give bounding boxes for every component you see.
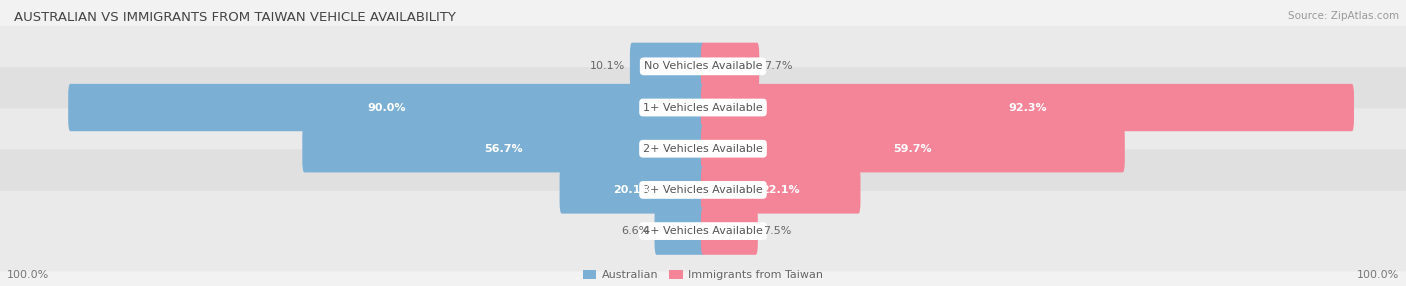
Text: 2+ Vehicles Available: 2+ Vehicles Available xyxy=(643,144,763,154)
FancyBboxPatch shape xyxy=(700,84,1354,131)
FancyBboxPatch shape xyxy=(700,43,759,90)
Text: 100.0%: 100.0% xyxy=(1357,270,1399,279)
FancyBboxPatch shape xyxy=(0,108,1406,189)
Text: No Vehicles Available: No Vehicles Available xyxy=(644,61,762,71)
Text: 1+ Vehicles Available: 1+ Vehicles Available xyxy=(643,103,763,112)
Text: 3+ Vehicles Available: 3+ Vehicles Available xyxy=(643,185,763,195)
FancyBboxPatch shape xyxy=(700,166,860,214)
Text: 7.5%: 7.5% xyxy=(762,226,792,236)
FancyBboxPatch shape xyxy=(560,166,706,214)
Text: 100.0%: 100.0% xyxy=(7,270,49,279)
FancyBboxPatch shape xyxy=(700,125,1125,172)
Text: 7.7%: 7.7% xyxy=(765,61,793,71)
FancyBboxPatch shape xyxy=(0,26,1406,107)
Text: Source: ZipAtlas.com: Source: ZipAtlas.com xyxy=(1288,11,1399,21)
Legend: Australian, Immigrants from Taiwan: Australian, Immigrants from Taiwan xyxy=(582,270,824,281)
FancyBboxPatch shape xyxy=(0,150,1406,230)
FancyBboxPatch shape xyxy=(655,207,706,255)
FancyBboxPatch shape xyxy=(700,207,758,255)
FancyBboxPatch shape xyxy=(69,84,704,131)
Text: 6.6%: 6.6% xyxy=(621,226,650,236)
Text: 56.7%: 56.7% xyxy=(485,144,523,154)
Text: 59.7%: 59.7% xyxy=(894,144,932,154)
Text: AUSTRALIAN VS IMMIGRANTS FROM TAIWAN VEHICLE AVAILABILITY: AUSTRALIAN VS IMMIGRANTS FROM TAIWAN VEH… xyxy=(14,11,456,24)
Text: 20.1%: 20.1% xyxy=(613,185,651,195)
Text: 90.0%: 90.0% xyxy=(367,103,406,112)
Text: 22.1%: 22.1% xyxy=(762,185,800,195)
FancyBboxPatch shape xyxy=(0,67,1406,148)
Text: 92.3%: 92.3% xyxy=(1008,103,1046,112)
FancyBboxPatch shape xyxy=(0,191,1406,271)
Text: 4+ Vehicles Available: 4+ Vehicles Available xyxy=(643,226,763,236)
Text: 10.1%: 10.1% xyxy=(589,61,624,71)
FancyBboxPatch shape xyxy=(630,43,706,90)
FancyBboxPatch shape xyxy=(302,125,706,172)
